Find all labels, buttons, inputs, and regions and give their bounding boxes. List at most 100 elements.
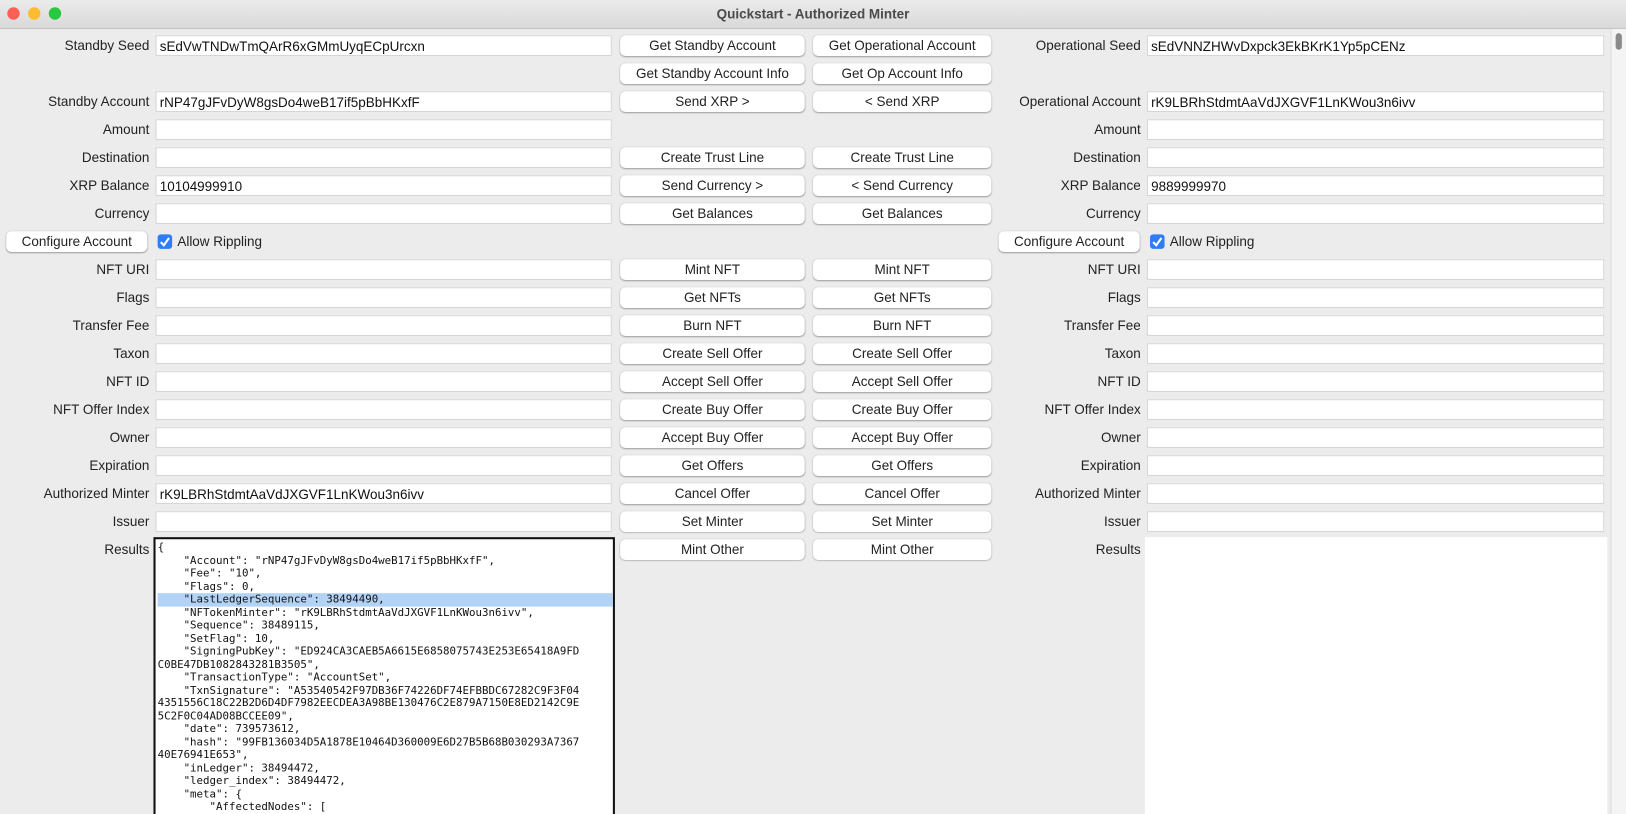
action-button[interactable]: Create Trust Line — [620, 147, 805, 168]
text-field[interactable]: rK9LBRhStdmtAaVdJXGVF1LnKWou3n6ivv — [155, 483, 612, 504]
result-line: "ledger_index": 38494472, — [157, 774, 346, 788]
text-field[interactable] — [155, 343, 612, 364]
text-field[interactable] — [1146, 147, 1605, 168]
window-title: Quickstart - Authorized Minter — [716, 6, 910, 22]
text-field[interactable] — [1146, 287, 1605, 308]
action-button[interactable]: Get Balances — [620, 203, 805, 224]
configure-button[interactable]: Configure Account — [6, 231, 148, 252]
text-field[interactable]: sEdVwTNDwTmQArR6xGMmUyqECpUrcxn — [155, 35, 612, 56]
action-button[interactable]: Set Minter — [813, 511, 992, 532]
action-button[interactable]: Mint NFT — [813, 259, 992, 280]
action-button[interactable]: Create Sell Offer — [813, 343, 992, 364]
text-field[interactable] — [1146, 259, 1605, 280]
text-field[interactable]: 9889999970 — [1146, 175, 1605, 196]
text-field[interactable] — [155, 427, 612, 448]
scroll-thumb[interactable] — [1615, 33, 1622, 50]
action-button[interactable]: < Send Currency — [813, 175, 992, 196]
field-label: Owner — [109, 429, 150, 445]
field-label: Destination — [81, 149, 150, 165]
checkbox[interactable] — [1150, 234, 1165, 249]
text-field[interactable] — [1146, 371, 1605, 392]
text-field[interactable] — [1146, 511, 1605, 532]
action-button[interactable]: Mint Other — [620, 539, 805, 560]
action-button[interactable]: Mint NFT — [620, 259, 805, 280]
action-button[interactable]: Accept Sell Offer — [620, 371, 805, 392]
action-button[interactable]: Create Buy Offer — [813, 399, 992, 420]
action-button[interactable]: Get Balances — [813, 203, 992, 224]
result-line: "inLedger": 38494472, — [157, 761, 320, 775]
field-label: Amount — [102, 121, 150, 137]
result-line: "NFTokenMinter": "rK9LBRhStdmtAaVdJXGVF1… — [157, 606, 534, 619]
action-button[interactable]: Mint Other — [813, 539, 992, 560]
text-field[interactable] — [155, 315, 612, 336]
text-field[interactable]: rNP47gJFvDyW8gsDo4weB17if5pBbHKxfF — [155, 91, 612, 112]
result-line: "hash": "99FB136034D5A1878E10464D360009E… — [157, 735, 580, 749]
text-field[interactable] — [1146, 399, 1605, 420]
text-field[interactable] — [155, 399, 612, 420]
text-field[interactable] — [155, 147, 612, 168]
action-button[interactable]: Send XRP > — [620, 91, 805, 112]
scrollbar[interactable] — [1610, 29, 1626, 814]
action-button[interactable]: < Send XRP — [813, 91, 992, 112]
text-field[interactable] — [155, 119, 612, 140]
text-field[interactable] — [155, 371, 612, 392]
text-field[interactable] — [155, 287, 612, 308]
action-button[interactable]: Set Minter — [620, 511, 805, 532]
field-label: NFT ID — [106, 373, 150, 389]
results-box[interactable]: { "Account": "rNP47gJFvDyW8gsDo4weB17if5… — [153, 537, 615, 814]
result-line: "TxnSignature": "A53540542F97DB36F74226D… — [157, 683, 580, 697]
minimize-button[interactable] — [27, 7, 41, 20]
close-button[interactable] — [7, 7, 20, 20]
text-field[interactable] — [1146, 119, 1605, 140]
result-line: "Fee": "10", — [157, 567, 262, 580]
action-button[interactable]: Get Operational Account — [813, 35, 992, 56]
action-button[interactable]: Burn NFT — [813, 315, 992, 336]
text-field[interactable]: rK9LBRhStdmtAaVdJXGVF1LnKWou3n6ivv — [1146, 91, 1605, 112]
field-label: Issuer — [112, 513, 150, 529]
field-label: Amount — [1094, 121, 1141, 137]
text-field[interactable] — [1146, 203, 1605, 224]
action-button[interactable]: Accept Sell Offer — [813, 371, 992, 392]
text-field[interactable] — [155, 511, 612, 532]
field-label: XRP Balance — [1060, 177, 1141, 193]
checkbox[interactable] — [157, 234, 173, 249]
action-button[interactable]: Cancel Offer — [813, 483, 992, 504]
result-line: "LastLedgerSequence": 38494490, — [157, 593, 613, 607]
text-field[interactable] — [1146, 427, 1605, 448]
text-field[interactable] — [155, 203, 612, 224]
results-box[interactable] — [1144, 537, 1608, 814]
field-label: Transfer Fee — [1064, 317, 1141, 333]
action-button[interactable]: Accept Buy Offer — [620, 427, 805, 448]
action-button[interactable]: Get NFTs — [620, 287, 805, 308]
result-line: "date": 739573612, — [157, 722, 301, 736]
action-button[interactable]: Create Sell Offer — [620, 343, 805, 364]
action-button[interactable]: Get Offers — [620, 455, 805, 476]
text-field[interactable] — [155, 455, 612, 476]
action-button[interactable]: Get Op Account Info — [813, 63, 992, 84]
configure-button[interactable]: Configure Account — [998, 231, 1140, 252]
title-bar: Quickstart - Authorized Minter — [0, 0, 1626, 30]
result-line: "Sequence": 38489115, — [157, 619, 320, 632]
action-button[interactable]: Accept Buy Offer — [813, 427, 992, 448]
text-field[interactable] — [1146, 343, 1605, 364]
checkbox-label: Allow Rippling — [1169, 233, 1255, 249]
text-field[interactable]: sEdVNNZHWvDxpck3EkBKrK1Yp5pCENz — [1146, 35, 1605, 56]
zoom-button[interactable] — [48, 7, 62, 20]
action-button[interactable]: Get Standby Account Info — [620, 63, 805, 84]
action-button[interactable]: Get Standby Account — [620, 35, 805, 56]
field-label: XRP Balance — [69, 177, 150, 193]
text-field[interactable] — [155, 259, 612, 280]
action-button[interactable]: Get Offers — [813, 455, 992, 476]
text-field[interactable] — [1146, 455, 1605, 476]
field-label: Taxon — [1104, 345, 1141, 361]
action-button[interactable]: Get NFTs — [813, 287, 992, 308]
action-button[interactable]: Create Buy Offer — [620, 399, 805, 420]
text-field[interactable] — [1146, 483, 1605, 504]
action-button[interactable]: Create Trust Line — [813, 147, 992, 168]
action-button[interactable]: Cancel Offer — [620, 483, 805, 504]
action-button[interactable]: Send Currency > — [620, 175, 805, 196]
text-field[interactable]: 10104999910 — [155, 175, 612, 196]
action-button[interactable]: Burn NFT — [620, 315, 805, 336]
text-field[interactable] — [1146, 315, 1605, 336]
